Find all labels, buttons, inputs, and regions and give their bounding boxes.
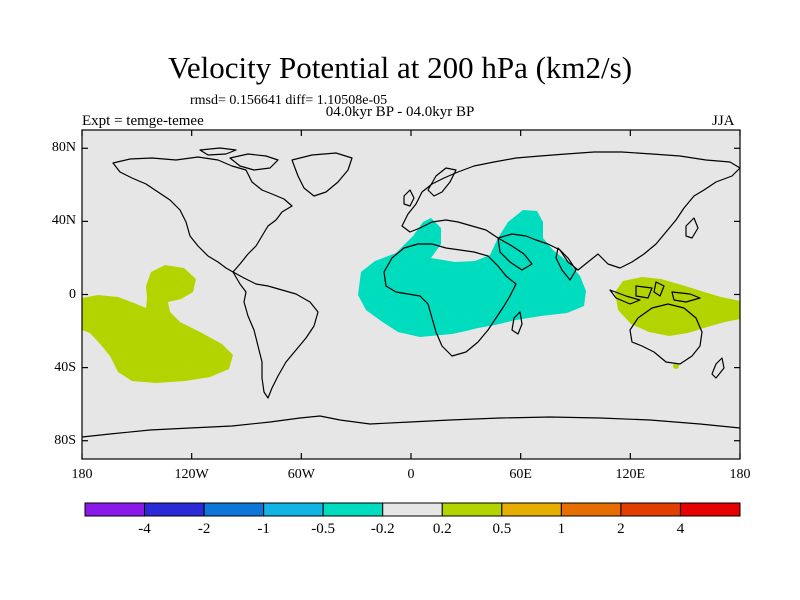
lon-label: 0	[407, 467, 415, 482]
coastline-north-america	[112, 156, 293, 273]
lat-label: 0	[69, 286, 76, 302]
period-subtitle: 04.0kyr BP - 04.0kyr BP	[325, 104, 475, 120]
colorbar-swatch	[679, 502, 741, 517]
colorbar-swatch	[322, 502, 384, 517]
lat-label: 40N	[51, 213, 76, 229]
coastline-maritime-islands	[609, 281, 701, 305]
coastline-british-isles	[403, 189, 415, 207]
coastline-scandinavia	[427, 167, 457, 197]
positive-region-pacific	[82, 265, 233, 383]
coastlines	[81, 147, 741, 438]
experiment-label: Expt = temge-temee	[82, 113, 204, 129]
coastline-new-zealand	[711, 357, 725, 379]
colorbar-label: 0.5	[492, 521, 512, 537]
coastline-greenland	[291, 152, 353, 197]
coastline-africa	[383, 243, 517, 357]
colorbar-label: -1	[257, 521, 270, 537]
colorbar	[84, 502, 741, 517]
colorbar-label: 1	[557, 521, 566, 537]
latitude-ticks	[82, 147, 740, 442]
lon-label: 60W	[287, 467, 315, 482]
colorbar-label: -0.2	[370, 521, 395, 537]
colorbar-label: 0.2	[432, 521, 452, 537]
colorbar-swatch	[560, 502, 622, 517]
coastline-arctic-islands	[199, 147, 279, 171]
colorbar-label: -4	[138, 521, 151, 537]
colorbar-label: -2	[197, 521, 211, 537]
colorbar-label: 2	[617, 521, 625, 537]
colorbar-swatch	[620, 502, 681, 517]
lon-label: 60E	[509, 467, 532, 482]
lat-label: 40S	[54, 359, 76, 375]
colorbar-swatch	[263, 502, 324, 517]
coastline-antarctica	[81, 415, 741, 438]
colorbar-swatch	[144, 502, 205, 517]
coastline-arabia-india	[497, 237, 577, 281]
coastline-australia	[629, 303, 703, 365]
colorbar-swatch	[501, 502, 562, 517]
lon-label: 120W	[174, 467, 209, 482]
longitude-ticks	[81, 130, 741, 459]
contour-regions	[82, 210, 740, 383]
negative-region-africa	[358, 210, 586, 337]
colorbar-swatch	[203, 502, 265, 517]
colorbar-swatch	[441, 502, 503, 517]
season-label: JJA	[712, 113, 735, 129]
positive-region-dot	[673, 363, 679, 369]
colorbar-swatch	[84, 502, 146, 517]
coastline-madagascar	[511, 311, 523, 335]
coastline-south-america	[232, 271, 319, 399]
lon-label: 180	[71, 467, 93, 482]
coastline-japan	[685, 217, 699, 239]
stats-text: rmsd= 0.156641 diff= 1.10508e-05	[190, 93, 388, 108]
lat-label: 80N	[51, 140, 76, 156]
colorbar-label: 4	[676, 521, 685, 537]
lat-label: 80S	[54, 432, 76, 448]
lon-label: 180	[729, 467, 751, 482]
map-title: Velocity Potential at 200 hPa (km2/s)	[167, 50, 633, 85]
colorbar-swatch	[382, 502, 443, 517]
colorbar-label: -0.5	[311, 521, 336, 537]
lon-label: 120E	[615, 467, 646, 482]
